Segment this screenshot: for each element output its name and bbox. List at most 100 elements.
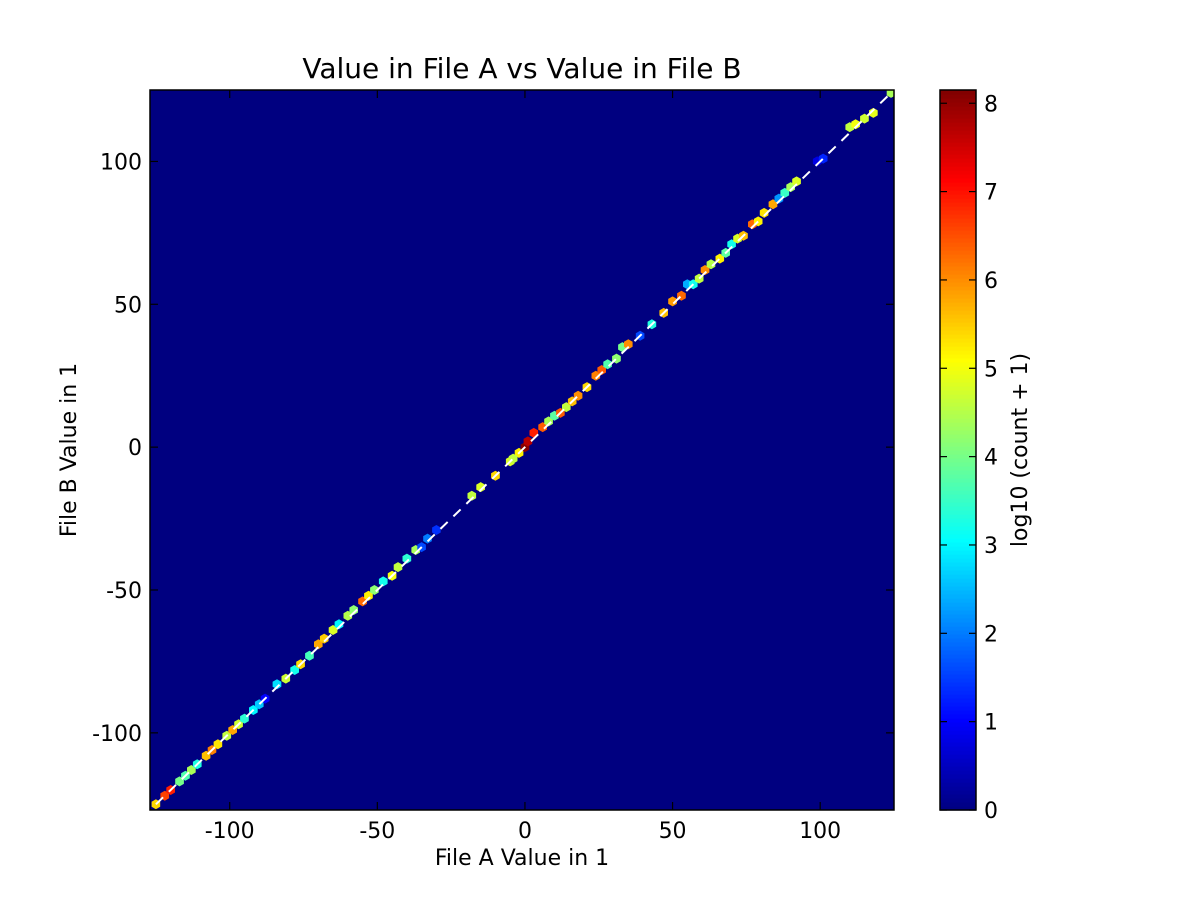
hex-bin (668, 296, 677, 307)
colorbar-label: log10 (count + 1) (1008, 353, 1033, 547)
colorbar-segment (940, 786, 976, 791)
colorbar-segment (940, 550, 976, 555)
colorbar-segment (940, 566, 976, 571)
colorbar-segment (940, 246, 976, 251)
colorbar-segment (940, 638, 976, 643)
colorbar-segment (940, 694, 976, 699)
colorbar-segment (940, 790, 976, 795)
hex-bin (786, 182, 795, 193)
colorbar-segment (940, 678, 976, 683)
colorbar-segment (940, 502, 976, 507)
colorbar-segment (940, 238, 976, 243)
colorbar-segment (940, 150, 976, 155)
colorbar-segment (940, 614, 976, 619)
y-axis-label: File B Value in 1 (57, 363, 82, 537)
colorbar-segment (940, 186, 976, 191)
colorbar-segment (940, 682, 976, 687)
colorbar-segment (940, 162, 976, 167)
colorbar-segment (940, 382, 976, 387)
colorbar-segment (940, 710, 976, 715)
colorbar-segment (940, 570, 976, 575)
colorbar-segment (940, 618, 976, 623)
colorbar-segment (940, 510, 976, 515)
hex-bin (393, 562, 403, 573)
colorbar-segment (940, 402, 976, 407)
colorbar-segment (940, 142, 976, 147)
colorbar-segment (940, 726, 976, 731)
colorbar-segment (940, 746, 976, 751)
colorbar-segment (940, 774, 976, 779)
colorbar-segment (940, 558, 976, 563)
colorbar-segment (940, 202, 976, 207)
colorbar-segment (940, 450, 976, 455)
colorbar-segment (940, 118, 976, 123)
colorbar-segment (940, 642, 976, 647)
hex-bin (370, 585, 379, 595)
colorbar-segment (940, 734, 976, 739)
colorbar-segment (940, 138, 976, 143)
colorbar-segment (940, 478, 976, 483)
colorbar-segment (940, 98, 976, 103)
colorbar-segment (940, 250, 976, 255)
hex-bin (727, 239, 736, 250)
colorbar-segment (940, 198, 976, 203)
hex-bin (432, 525, 441, 535)
colorbar-segment (940, 422, 976, 427)
colorbar-segment (940, 230, 976, 235)
colorbar-segment (940, 470, 976, 475)
colorbar-segment (940, 634, 976, 639)
colorbar-tick-label: 1 (984, 711, 998, 736)
colorbar-gradient (940, 90, 976, 811)
y-tick-label: 50 (114, 293, 142, 318)
colorbar-segment (940, 426, 976, 431)
colorbar-segment (940, 630, 976, 635)
colorbar-segment (940, 530, 976, 535)
colorbar-segment (940, 806, 976, 811)
colorbar-segment (940, 602, 976, 607)
y-tick-label: -50 (106, 579, 142, 604)
colorbar-segment (940, 794, 976, 799)
colorbar-tick-label: 5 (984, 357, 998, 382)
colorbar-segment (940, 522, 976, 527)
colorbar-segment (940, 722, 976, 727)
colorbar-segment (940, 170, 976, 175)
colorbar-segment (940, 322, 976, 327)
colorbar: 0 1 2 3 4 5 6 7 8 log10 (count + 1) (939, 89, 1033, 824)
colorbar-segment (940, 134, 976, 139)
colorbar-segment (940, 330, 976, 335)
colorbar-segment (940, 582, 976, 587)
colorbar-segment (940, 102, 976, 107)
colorbar-frame (939, 89, 977, 811)
colorbar-segment (940, 418, 976, 423)
colorbar-segment (940, 590, 976, 595)
colorbar-segment (940, 262, 976, 267)
colorbar-segment (940, 350, 976, 355)
colorbar-segment (940, 718, 976, 723)
hex-bin (538, 422, 547, 433)
hex-bin (343, 610, 353, 621)
hex-bin (624, 339, 633, 350)
colorbar-segment (940, 706, 976, 711)
colorbar-segment (940, 462, 976, 467)
hex-bin (187, 765, 196, 775)
colorbar-segment (940, 406, 976, 411)
colorbar-segment (940, 214, 976, 219)
colorbar-segment (940, 770, 976, 775)
colorbar-segment (940, 174, 976, 179)
colorbar-segment (940, 442, 976, 447)
colorbar-segment (940, 730, 976, 735)
colorbar-segment (940, 178, 976, 183)
hex-bin (886, 90, 894, 98)
colorbar-segment (940, 298, 976, 303)
colorbar-segment (940, 218, 976, 223)
colorbar-segment (940, 430, 976, 435)
hex-bin (358, 596, 367, 607)
hex-bin (272, 679, 282, 690)
colorbar-segment (940, 242, 976, 247)
hex-bin (213, 739, 223, 750)
x-tick-label: 0 (518, 819, 532, 844)
colorbar-segment (940, 514, 976, 519)
hex-bin (476, 482, 485, 493)
colorbar-segment (940, 314, 976, 319)
